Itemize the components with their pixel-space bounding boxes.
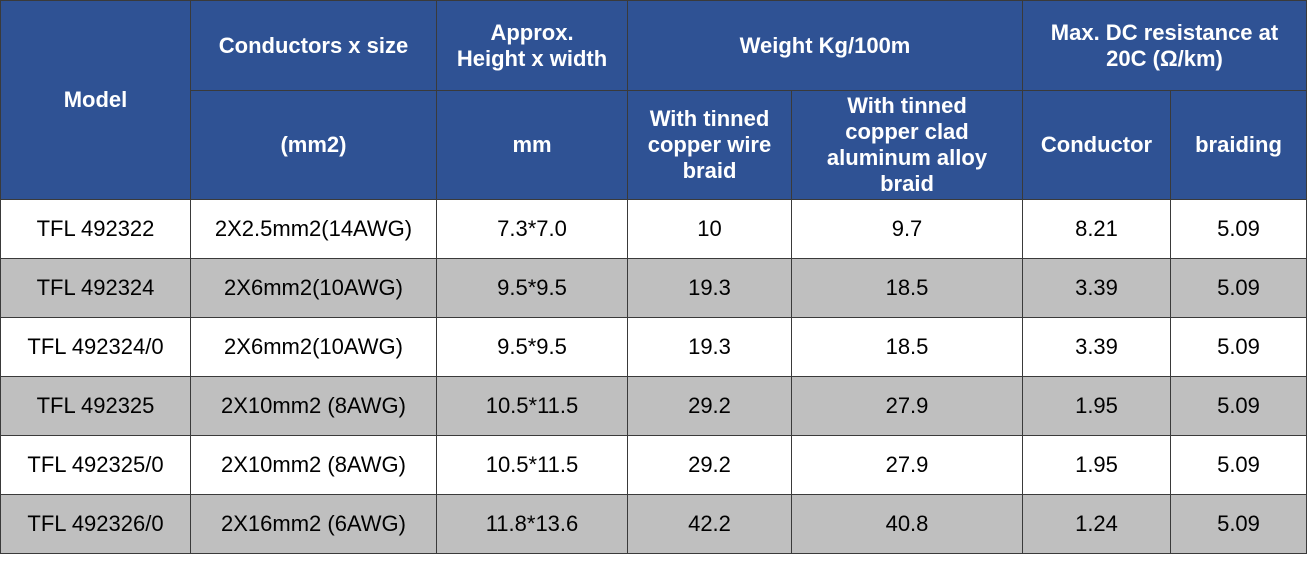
header-resistance-conductor: Conductor <box>1022 90 1171 200</box>
cell-resistance-conductor: 8.21 <box>1022 199 1171 259</box>
cell-model: TFL 492324/0 <box>0 317 191 377</box>
header-resistance: Max. DC resistance at 20C (Ω/km) <box>1022 0 1307 91</box>
cell-resistance-braiding: 5.09 <box>1170 258 1307 318</box>
header-conductors-unit: (mm2) <box>190 90 437 200</box>
cell-conductors: 2X2.5mm2(14AWG) <box>190 199 437 259</box>
cell-weight-aluminum: 18.5 <box>791 317 1023 377</box>
header-weight-copper: With tinned copper wire braid <box>627 90 792 200</box>
cell-dimensions: 9.5*9.5 <box>436 317 628 377</box>
header-approx-unit: mm <box>436 90 628 200</box>
cell-resistance-braiding: 5.09 <box>1170 317 1307 377</box>
cell-dimensions: 7.3*7.0 <box>436 199 628 259</box>
cell-weight-aluminum: 27.9 <box>791 376 1023 436</box>
cell-resistance-conductor: 3.39 <box>1022 258 1171 318</box>
cell-dimensions: 10.5*11.5 <box>436 376 628 436</box>
cell-dimensions: 9.5*9.5 <box>436 258 628 318</box>
cell-weight-copper: 19.3 <box>627 258 792 318</box>
cell-resistance-conductor: 1.95 <box>1022 376 1171 436</box>
cell-weight-aluminum: 40.8 <box>791 494 1023 554</box>
table-row: TFL 492325 2X10mm2 (8AWG) 10.5*11.5 29.2… <box>0 376 1307 436</box>
table-row: TFL 492324/0 2X6mm2(10AWG) 9.5*9.5 19.3 … <box>0 317 1307 377</box>
cell-weight-copper: 29.2 <box>627 376 792 436</box>
cell-resistance-braiding: 5.09 <box>1170 494 1307 554</box>
cell-weight-aluminum: 18.5 <box>791 258 1023 318</box>
cell-dimensions: 11.8*13.6 <box>436 494 628 554</box>
cell-model: TFL 492325 <box>0 376 191 436</box>
table-row: TFL 492325/0 2X10mm2 (8AWG) 10.5*11.5 29… <box>0 435 1307 495</box>
cell-conductors: 2X6mm2(10AWG) <box>190 317 437 377</box>
cell-model: TFL 492324 <box>0 258 191 318</box>
header-conductors: Conductors x size <box>190 0 437 91</box>
cell-conductors: 2X10mm2 (8AWG) <box>190 376 437 436</box>
cell-resistance-conductor: 1.24 <box>1022 494 1171 554</box>
cell-resistance-braiding: 5.09 <box>1170 435 1307 495</box>
cell-conductors: 2X16mm2 (6AWG) <box>190 494 437 554</box>
header-model: Model <box>0 0 191 200</box>
cell-model: TFL 492325/0 <box>0 435 191 495</box>
cell-resistance-conductor: 1.95 <box>1022 435 1171 495</box>
cell-conductors: 2X10mm2 (8AWG) <box>190 435 437 495</box>
cell-weight-aluminum: 27.9 <box>791 435 1023 495</box>
cell-resistance-conductor: 3.39 <box>1022 317 1171 377</box>
cell-weight-copper: 29.2 <box>627 435 792 495</box>
cell-weight-copper: 19.3 <box>627 317 792 377</box>
cell-resistance-braiding: 5.09 <box>1170 376 1307 436</box>
cell-model: TFL 492326/0 <box>0 494 191 554</box>
header-weight-aluminum: With tinned copper clad aluminum alloy b… <box>791 90 1023 200</box>
header-resistance-braiding: braiding <box>1170 90 1307 200</box>
cell-resistance-braiding: 5.09 <box>1170 199 1307 259</box>
cell-conductors: 2X6mm2(10AWG) <box>190 258 437 318</box>
header-weight: Weight Kg/100m <box>627 0 1023 91</box>
cell-weight-aluminum: 9.7 <box>791 199 1023 259</box>
table-body: TFL 492322 2X2.5mm2(14AWG) 7.3*7.0 10 9.… <box>0 199 1307 554</box>
header-approx: Approx. Height x width <box>436 0 628 91</box>
table-row: TFL 492322 2X2.5mm2(14AWG) 7.3*7.0 10 9.… <box>0 199 1307 259</box>
cell-weight-copper: 10 <box>627 199 792 259</box>
header-row-2: (mm2) mm With tinned copper wire braid W… <box>1 90 1307 200</box>
table-header: Model Conductors x size Approx. Height x… <box>0 0 1307 200</box>
cell-weight-copper: 42.2 <box>627 494 792 554</box>
cell-dimensions: 10.5*11.5 <box>436 435 628 495</box>
table-row: TFL 492324 2X6mm2(10AWG) 9.5*9.5 19.3 18… <box>0 258 1307 318</box>
header-row-1: Model Conductors x size Approx. Height x… <box>0 0 1307 200</box>
table-row: TFL 492326/0 2X16mm2 (6AWG) 11.8*13.6 42… <box>0 494 1307 554</box>
cell-model: TFL 492322 <box>0 199 191 259</box>
